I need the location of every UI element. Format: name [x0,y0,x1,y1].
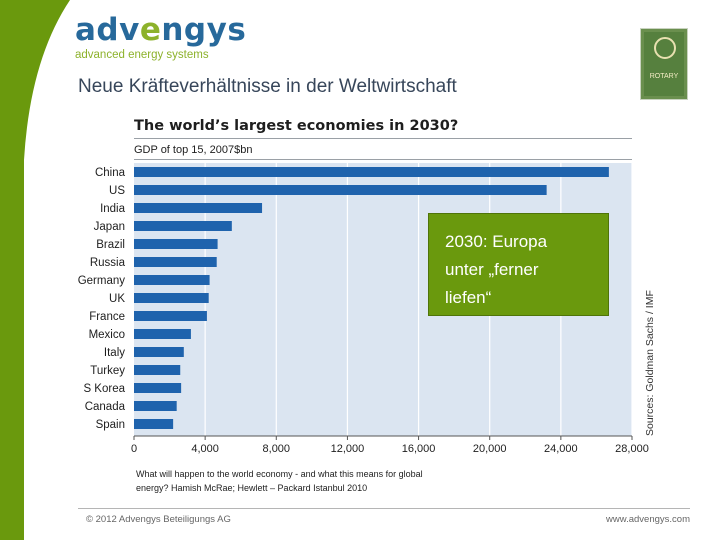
x-tick-label: 4,000 [191,443,219,455]
x-tick-label: 0 [131,443,137,455]
x-tick-labels: 0 4,000 8,000 12,000 16,000 20,000 24,000 28,00… [131,436,649,455]
bar [134,203,263,213]
logo-tagline: advanced energy systems [75,49,209,61]
footer-link[interactable]: www.advengys.com [606,514,690,525]
logo-wordmark: advengys [75,14,246,46]
bar [134,221,232,231]
logo-word-end: ngys [161,12,247,48]
callout-line-1: 2030: Europa [445,232,548,251]
x-tick-label: 20,000 [473,443,507,455]
callout-line-2: unter „ferner [445,260,539,279]
caption-line-2: energy? Hamish McRae; Hewlett – Packard … [136,483,368,493]
logo-word-accent: e [139,12,162,48]
bar [134,383,182,393]
x-tick-label: 12,000 [331,443,365,455]
category-label: S Korea [83,383,125,395]
bar [134,185,547,195]
bar [134,347,184,357]
badge-text: ROTARY [649,73,679,80]
advengys-logo: advengys advanced energy systems [75,14,246,61]
slide-title: Neue Kräfteverhältnisse in der Weltwirts… [78,76,457,97]
callout-box: 2030: Europa unter „ferner liefen“ [428,213,609,316]
footer-rule [78,508,690,509]
x-tick-label: 28,000 [615,443,649,455]
category-label: UK [109,293,125,305]
category-label: Mexico [89,329,125,341]
chart-caption: What will happen to the world economy - … [136,467,496,495]
category-label: Spain [96,419,125,431]
bar [134,293,209,303]
caption-line-1: What will happen to the world economy - … [136,469,423,479]
x-tick-label: 8,000 [263,443,291,455]
bar [134,419,174,429]
x-tick-label: 16,000 [402,443,436,455]
bar [134,275,210,285]
green-side-band [0,0,70,540]
bar [134,311,207,321]
chart-subtitle: GDP of top 15, 2007$bn [134,144,253,156]
bars [134,167,609,429]
bar [134,239,218,249]
green-band-shape [0,0,70,540]
category-label: US [109,185,125,197]
callout-line-3: liefen“ [445,288,492,307]
rotary-emblem-icon [654,37,676,59]
footer-copyright: © 2012 Advengys Beteiligungs AG [86,514,231,525]
bar [134,167,609,177]
category-label: Japan [94,221,125,233]
category-label: Brazil [96,239,125,251]
category-label: Italy [104,347,125,359]
title-rule [134,138,632,139]
category-label: Germany [78,275,126,287]
category-label: France [89,311,125,323]
category-label: Turkey [90,365,125,377]
chart-source: Sources: Goldman Sachs / IMF [644,290,656,436]
category-label: Canada [85,401,126,413]
rotary-badge: ROTARY [640,28,688,100]
bar [134,257,217,267]
bar [134,365,181,375]
category-label: India [100,203,126,215]
chart-title: The world’s largest economies in 2030? [134,118,459,134]
bar [134,401,177,411]
category-label: China [95,167,126,179]
bar [134,329,191,339]
x-tick-label: 24,000 [544,443,578,455]
category-label: Russia [90,257,126,269]
logo-word-start: adv [75,12,140,48]
subtitle-rule [134,159,632,160]
category-labels: China US India Japan Brazil Russia Germany UK Fr… [78,167,126,431]
